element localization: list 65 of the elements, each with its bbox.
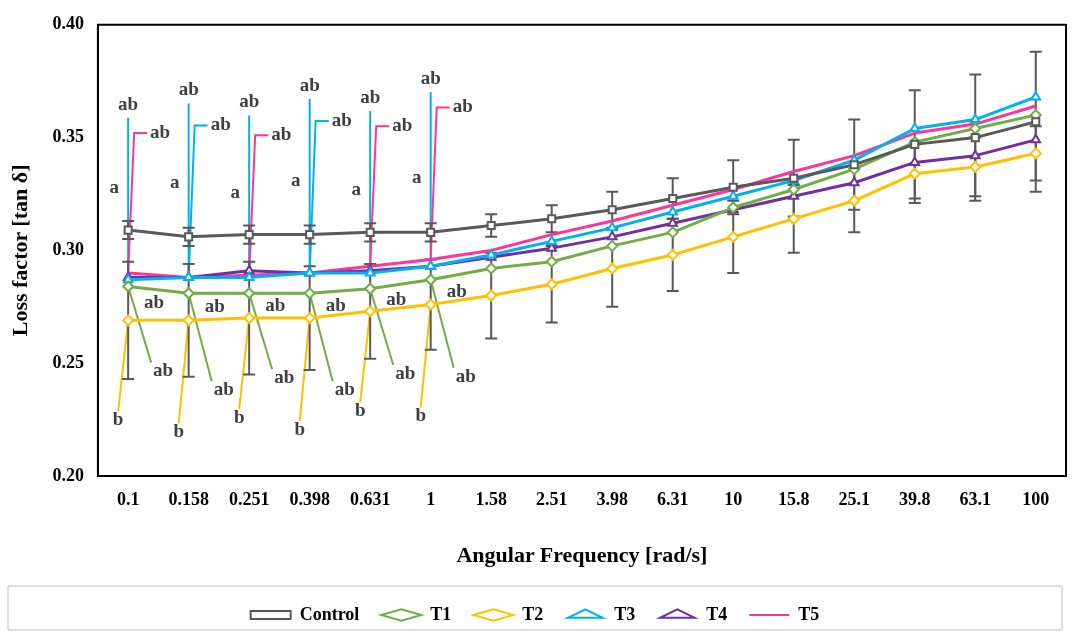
- annotation: ab: [331, 108, 352, 130]
- annotation: b: [233, 405, 245, 427]
- legend-label: T3: [614, 603, 636, 624]
- annotation: ab: [178, 78, 199, 100]
- annotation: ab: [334, 378, 355, 400]
- annotation: ab: [452, 95, 473, 117]
- x-tick-label: 3.98: [596, 489, 628, 510]
- y-tick-label: 0.40: [52, 13, 84, 34]
- x-tick-label: 0.158: [168, 489, 209, 510]
- x-tick-label: 1: [426, 489, 436, 510]
- x-tick-label: 0.631: [349, 489, 391, 510]
- y-tick-label: 0.25: [52, 351, 84, 372]
- annotation: b: [354, 399, 366, 421]
- annotation: b: [173, 420, 184, 442]
- annotation: ab: [360, 85, 381, 107]
- annotation: ab: [395, 361, 416, 383]
- x-tick-label: 25.1: [838, 489, 870, 510]
- annotation: ab: [446, 280, 467, 302]
- legend-label: T2: [522, 603, 544, 624]
- x-tick-label: 6.31: [656, 489, 689, 510]
- annotation: b: [415, 404, 426, 426]
- x-tick-label: 0.251: [228, 489, 270, 510]
- y-tick-label: 0.30: [52, 239, 84, 260]
- annotation: a: [109, 176, 120, 197]
- x-tick-label: 63.1: [959, 489, 991, 510]
- y-tick-label: 0.20: [52, 464, 84, 485]
- annotation: ab: [150, 120, 171, 142]
- y-tick-label: 0.35: [52, 126, 84, 147]
- x-tick-label: 39.8: [898, 489, 931, 510]
- legend-label: Control: [299, 603, 360, 624]
- x-tick-label: 15.8: [777, 489, 810, 510]
- annotation: a: [411, 166, 422, 188]
- x-tick-label: 100: [1022, 489, 1050, 510]
- annotation: ab: [144, 291, 165, 313]
- legend-label: T5: [798, 603, 820, 624]
- annotation: a: [230, 180, 241, 202]
- annotation: ab: [299, 73, 320, 95]
- annotation: ab: [213, 378, 234, 400]
- annotation: ab: [420, 67, 441, 89]
- annotation: ab: [204, 294, 225, 316]
- annotation: ab: [274, 366, 295, 388]
- x-tick-label: 2.51: [535, 489, 568, 510]
- annotation: a: [351, 178, 362, 200]
- annotation: b: [294, 417, 305, 439]
- annotation: ab: [153, 359, 174, 381]
- annotation: ab: [455, 364, 476, 386]
- x-tick-label: 1.58: [475, 489, 507, 510]
- annotation: ab: [239, 90, 260, 112]
- annotation: ab: [392, 114, 413, 136]
- x-tick-label: 10: [724, 489, 743, 510]
- annotation: ab: [265, 293, 286, 315]
- legend-label: T4: [706, 603, 728, 624]
- annotation: a: [290, 168, 301, 190]
- y-axis-title: Loss factor [tan δ]: [6, 164, 32, 337]
- annotation: b: [112, 408, 124, 430]
- x-tick-label: 0.398: [289, 489, 330, 510]
- annotation: ab: [325, 293, 346, 315]
- x-axis-title: Angular Frequency [rad/s]: [456, 542, 708, 568]
- annotation: ab: [271, 123, 292, 145]
- annotation: ab: [386, 287, 407, 309]
- annotation: ab: [210, 113, 231, 135]
- x-tick-label: 0.1: [116, 489, 140, 510]
- legend-label: T1: [430, 603, 452, 624]
- annotation: a: [169, 170, 180, 192]
- annotation: ab: [118, 92, 139, 114]
